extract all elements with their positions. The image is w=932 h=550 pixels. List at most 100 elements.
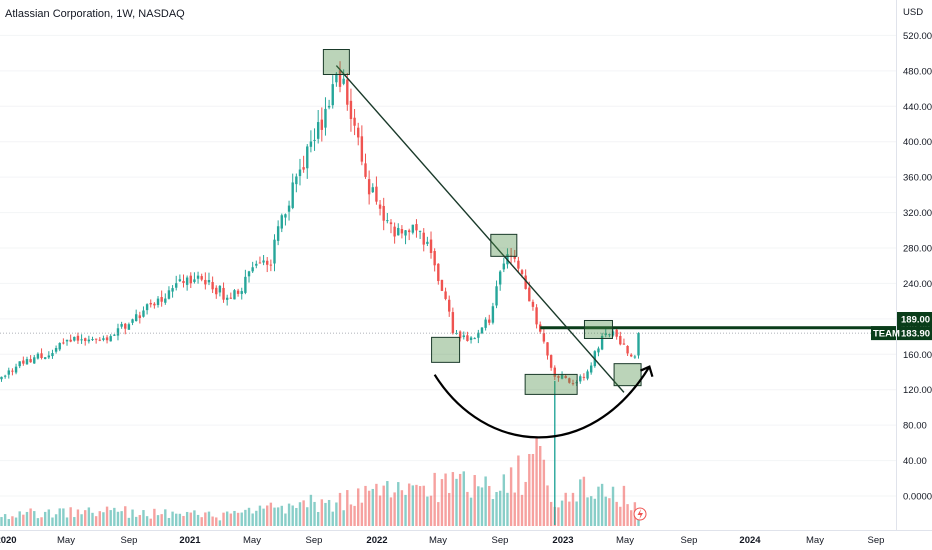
volume-bar bbox=[466, 491, 469, 526]
volume-bar bbox=[11, 516, 14, 526]
candle-body bbox=[626, 345, 629, 354]
candle-body bbox=[291, 182, 294, 208]
candle-body bbox=[615, 329, 618, 337]
candle-body bbox=[91, 339, 94, 341]
volume-bar bbox=[560, 500, 564, 526]
candle-body bbox=[335, 73, 338, 83]
candle-body bbox=[517, 260, 520, 269]
candle-body bbox=[149, 302, 152, 305]
candle-body bbox=[87, 339, 91, 342]
candle-body bbox=[346, 79, 349, 105]
candle-body bbox=[102, 338, 105, 340]
candle-body bbox=[589, 365, 593, 373]
candle-body bbox=[313, 139, 316, 141]
volume-bar bbox=[25, 511, 29, 526]
candle-body bbox=[54, 348, 58, 352]
candle-body bbox=[502, 263, 506, 270]
volume-bar bbox=[105, 506, 109, 526]
chart-title: Atlassian Corporation, 1W, NASDAQ bbox=[5, 8, 185, 20]
volume-bar bbox=[316, 512, 320, 526]
candle-body bbox=[564, 375, 567, 379]
volume-bar bbox=[524, 481, 527, 526]
y-tick-label: 120.00 bbox=[903, 385, 932, 396]
candle-body bbox=[145, 304, 149, 311]
highlight-box bbox=[490, 233, 518, 257]
volume-bar bbox=[637, 516, 640, 526]
volume-bar bbox=[255, 510, 258, 526]
volume-bar bbox=[153, 508, 156, 526]
candle-body bbox=[94, 338, 98, 340]
y-tick-label: 280.00 bbox=[903, 244, 932, 255]
candle-body bbox=[389, 222, 393, 225]
volume-bar bbox=[622, 485, 626, 526]
candle-body bbox=[386, 220, 389, 222]
x-tick-label: Sep bbox=[121, 535, 138, 546]
candle-body bbox=[604, 333, 607, 335]
candle-body bbox=[138, 315, 142, 319]
volume-bar bbox=[415, 484, 418, 526]
volume-bar bbox=[630, 510, 633, 526]
price-label-text: 183.90 bbox=[901, 329, 930, 340]
volume-bar bbox=[287, 503, 291, 526]
candle-body bbox=[582, 376, 586, 378]
volume-bar bbox=[564, 492, 567, 526]
candle-body bbox=[124, 323, 127, 329]
candle-body bbox=[196, 275, 200, 279]
candle-body bbox=[25, 359, 29, 365]
volume-bar bbox=[451, 472, 455, 526]
candle-body bbox=[240, 291, 243, 294]
candle-body bbox=[266, 260, 269, 265]
price-axis[interactable]: USD 0.000040.0080.00120.00160.00200.0024… bbox=[903, 7, 932, 503]
volume-bar bbox=[331, 511, 334, 526]
volume-bar bbox=[236, 512, 240, 526]
volume-bars bbox=[0, 437, 640, 526]
volume-bar bbox=[444, 473, 447, 526]
volume-bar bbox=[535, 437, 538, 526]
candle-body bbox=[262, 260, 265, 263]
candle-body bbox=[255, 263, 258, 266]
time-axis[interactable]: 2020 May Sep 2021 May Sep 2022 May Sep 2023 May Sep… bbox=[0, 535, 884, 546]
volume-bar bbox=[116, 511, 120, 526]
price-grid bbox=[0, 34, 896, 497]
candle-body bbox=[134, 314, 138, 322]
candle-body bbox=[619, 335, 622, 345]
highlight-box bbox=[524, 373, 578, 395]
candle-body bbox=[338, 70, 342, 87]
volume-bar bbox=[73, 517, 76, 526]
volume-bar bbox=[338, 492, 342, 526]
volume-bar bbox=[91, 512, 94, 526]
candle-body bbox=[531, 301, 535, 307]
candle-body bbox=[498, 271, 502, 285]
candle-body bbox=[331, 84, 334, 106]
candle-body bbox=[571, 383, 575, 385]
volume-bar bbox=[455, 478, 458, 526]
volume-bar bbox=[353, 505, 356, 526]
volume-bar bbox=[480, 487, 484, 526]
candle-body bbox=[491, 306, 495, 323]
volume-bar bbox=[422, 485, 425, 526]
x-tick-label: 2020 bbox=[0, 535, 17, 546]
volume-bar bbox=[43, 511, 47, 526]
volume-bar bbox=[131, 509, 134, 526]
volume-bar bbox=[156, 515, 160, 526]
volume-bar bbox=[498, 490, 502, 526]
volume-bar bbox=[360, 502, 364, 526]
candle-body bbox=[397, 227, 400, 236]
volume-bar bbox=[276, 507, 280, 526]
volume-bar bbox=[302, 500, 305, 526]
candle-body bbox=[153, 303, 156, 306]
candle-body bbox=[378, 204, 382, 209]
volume-bar bbox=[411, 485, 415, 526]
candle-body bbox=[611, 331, 615, 336]
volume-bar bbox=[469, 497, 473, 526]
x-tick-label: Sep bbox=[306, 535, 323, 546]
candle-body bbox=[182, 280, 185, 283]
y-tick-label: 480.00 bbox=[903, 66, 932, 77]
candle-body bbox=[200, 276, 203, 280]
candle-body bbox=[484, 319, 487, 328]
volume-bar bbox=[375, 483, 378, 526]
volume-bar bbox=[429, 495, 433, 526]
candle-body bbox=[284, 214, 287, 218]
candle-body bbox=[309, 141, 313, 147]
